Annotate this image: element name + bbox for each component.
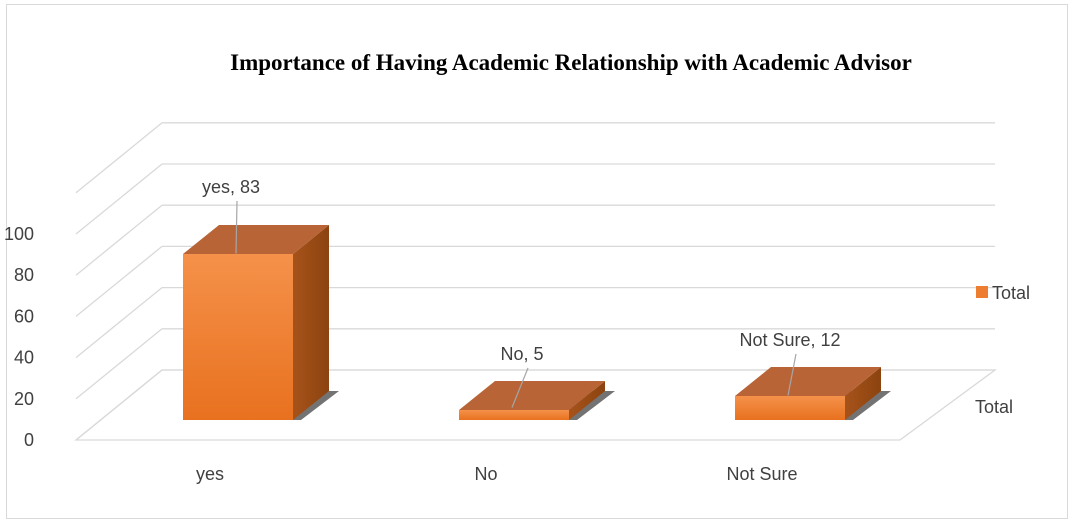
data-label-leader <box>235 200 238 254</box>
x-category-label: yes <box>196 464 224 484</box>
y-tick-label: 80 <box>14 265 34 285</box>
depth-axis-label: Total <box>975 397 1013 417</box>
x-category-label: Not Sure <box>726 464 797 484</box>
data-label: Not Sure, 12 <box>739 330 840 350</box>
x-category-label: No <box>474 464 497 484</box>
bar-side <box>293 225 329 420</box>
data-label-leader <box>787 353 797 396</box>
bars-layer <box>183 225 891 420</box>
y-axis-ticks: 0 20 40 60 80 100 <box>4 224 34 450</box>
chart-title: Importance of Having Academic Relationsh… <box>230 50 912 75</box>
bar-no <box>459 381 615 420</box>
gridline-side <box>75 163 163 235</box>
bar-top <box>459 381 605 410</box>
data-label: yes, 83 <box>202 177 260 197</box>
bar-side <box>569 381 605 420</box>
legend: Total <box>976 283 1030 303</box>
y-tick-label: 100 <box>4 224 34 244</box>
gridline-side <box>75 328 163 400</box>
y-tick-label: 0 <box>24 430 34 450</box>
y-tick-label: 60 <box>14 306 34 326</box>
bar-yes <box>183 225 339 420</box>
data-labels-layer: yes, 83 No, 5 Not Sure, 12 <box>202 177 841 408</box>
bar-side <box>845 367 881 420</box>
bar-front <box>183 254 293 420</box>
data-label: No, 5 <box>500 344 543 364</box>
y-tick-label: 40 <box>14 348 34 368</box>
bar-front <box>459 410 569 420</box>
bar-top <box>183 225 329 254</box>
x-axis-categories: yes No Not Sure <box>196 464 798 484</box>
bar-not-sure <box>735 367 891 420</box>
floor-plane <box>74 369 997 441</box>
legend-entry-total: Total <box>992 283 1030 303</box>
gridline-side <box>75 287 163 359</box>
gridline-side <box>75 245 163 317</box>
gridline-side <box>75 122 163 194</box>
bar-front <box>735 396 845 420</box>
bar-top <box>735 367 881 396</box>
legend-swatch <box>976 286 988 298</box>
gridline-side <box>75 204 163 276</box>
data-label-leader <box>511 367 529 408</box>
y-tick-label: 20 <box>14 389 34 409</box>
